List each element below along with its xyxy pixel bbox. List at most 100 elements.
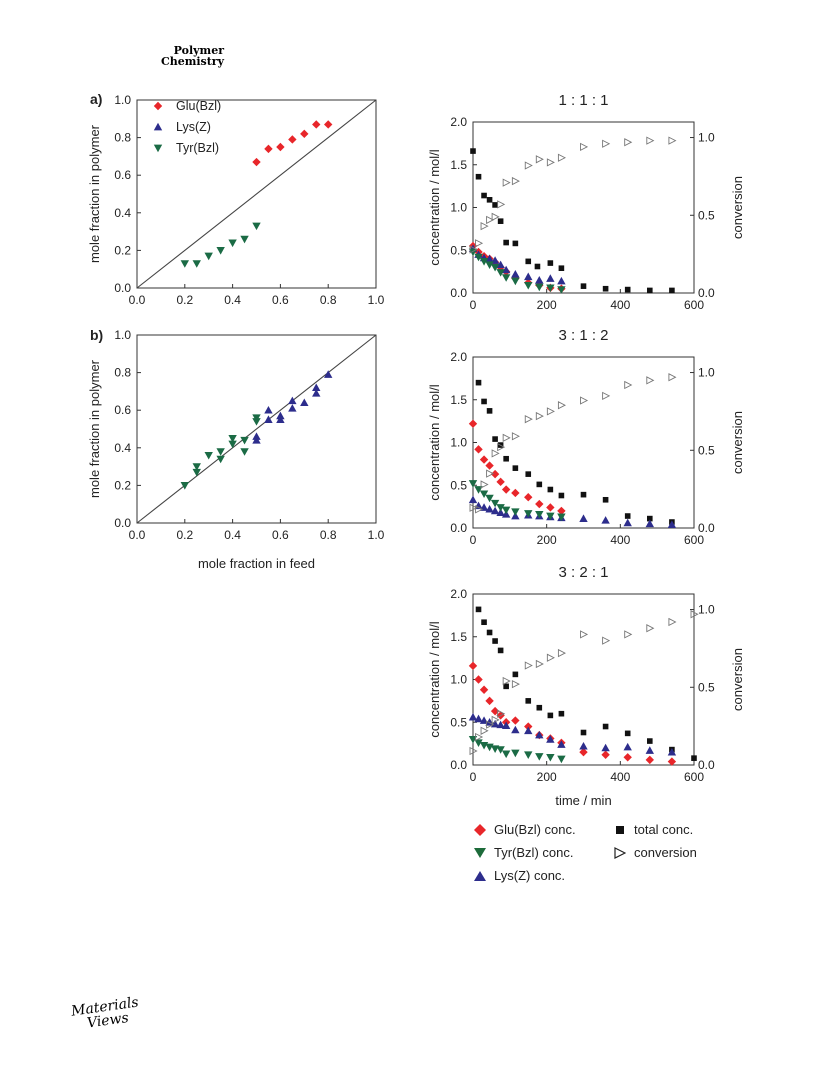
data-point — [300, 398, 309, 407]
data-point — [525, 698, 532, 704]
bottom-legend: Glu(Bzl) conc. Tyr(Bzl) conc. Lys(Z) con… — [470, 818, 730, 888]
data-point — [468, 495, 478, 504]
data-point — [192, 463, 201, 471]
data-point — [524, 272, 533, 281]
data-point — [557, 276, 566, 285]
x-tick-label: 200 — [537, 770, 557, 784]
data-point — [546, 284, 555, 293]
data-point — [486, 408, 493, 414]
data-point — [288, 404, 297, 412]
data-point — [511, 680, 520, 689]
data-point — [485, 494, 494, 503]
data-point — [474, 253, 483, 262]
data-point — [546, 274, 555, 282]
y2-tick-label: 1.0 — [698, 366, 715, 380]
series-tyr-bzl- — [180, 222, 261, 268]
chart-k1: 0 200 400 6000.00.51.01.52.00.00.51.0conver… — [427, 92, 745, 312]
data-point — [546, 512, 555, 521]
chart-k2: 0 200 400 6000.00.51.01.52.00.00.51.0conver… — [427, 327, 745, 547]
x-tick-label: 0.6 — [272, 528, 289, 542]
data-point — [204, 451, 213, 460]
series-conversion — [469, 373, 677, 514]
legend-marker — [153, 144, 163, 153]
data-point — [475, 606, 482, 613]
y-tick-label: 0.0 — [450, 758, 467, 772]
data-point — [312, 120, 321, 129]
x-tick-label: 1.0 — [368, 293, 385, 307]
data-point — [647, 515, 653, 522]
y-tick-label: 0.5 — [450, 243, 467, 257]
data-point — [491, 715, 500, 725]
y-tick-label: 0.0 — [450, 286, 467, 300]
data-point — [474, 739, 483, 747]
legend-marker — [153, 122, 163, 131]
series-total-conc- — [475, 379, 675, 525]
y-tick-label: 0.5 — [450, 715, 467, 729]
data-point — [623, 753, 632, 762]
reference-line — [136, 334, 377, 524]
y-tick-label: 0.2 — [114, 243, 131, 257]
data-point — [480, 222, 489, 231]
data-point — [486, 469, 495, 478]
x-tick-label: 0 — [470, 298, 477, 312]
data-point — [624, 513, 631, 519]
data-point — [312, 389, 321, 397]
data-point — [535, 510, 544, 519]
y-tick-label: 1.0 — [114, 93, 131, 107]
data-point — [501, 750, 511, 759]
data-point — [557, 648, 566, 658]
data-point — [511, 508, 520, 516]
data-point — [479, 490, 489, 498]
y-tick-label: 1.0 — [450, 201, 467, 215]
data-point — [602, 285, 609, 292]
y-tick-label: 1.5 — [450, 393, 467, 407]
data-point — [557, 506, 566, 516]
legend-tyr: Tyr(Bzl) conc. — [474, 845, 573, 860]
chart-b: 0.0 0.2 0.4 0.6 0.8 1.0 0.0 0.2 0.4 0.6 0.8 1.0 mole… — [87, 327, 385, 571]
data-point — [536, 481, 543, 488]
x-tick-label: 0.4 — [224, 293, 241, 307]
x-tick-label: 600 — [684, 298, 704, 312]
y-tick-label: 0.6 — [114, 168, 131, 182]
data-point — [547, 712, 554, 719]
y2-tick-label: 0.5 — [698, 443, 715, 457]
legend-marker — [153, 101, 163, 111]
y-axis-label: concentration / mol/l — [427, 384, 442, 500]
data-point — [474, 445, 483, 454]
data-point — [535, 275, 544, 284]
data-point — [481, 192, 487, 199]
data-point — [497, 647, 504, 654]
data-point — [557, 755, 566, 764]
data-point — [475, 732, 484, 742]
data-point — [647, 287, 653, 294]
data-point — [601, 516, 610, 524]
data-point — [580, 142, 589, 152]
data-point — [468, 712, 478, 721]
data-point — [511, 176, 520, 186]
data-point — [668, 136, 677, 145]
data-point — [646, 624, 655, 633]
data-point — [624, 138, 633, 147]
data-point — [602, 723, 609, 730]
data-point — [468, 480, 478, 488]
series-conversion — [469, 136, 677, 254]
data-point — [228, 239, 237, 248]
legend-label: Glu(Bzl) — [176, 99, 221, 113]
data-point — [646, 136, 655, 145]
y2-axis-label: conversion — [730, 648, 745, 711]
data-point — [691, 755, 697, 761]
data-point — [525, 258, 532, 265]
data-point — [524, 751, 533, 759]
x-tick-label: 200 — [537, 298, 557, 312]
data-point — [490, 469, 500, 479]
legend-lys: Lys(Z) conc. — [474, 868, 565, 883]
y-tick-label: 1.0 — [114, 328, 131, 342]
legend-conversion-label: conversion — [634, 845, 697, 860]
data-point — [480, 480, 489, 489]
data-point — [547, 486, 554, 493]
data-point — [624, 286, 631, 293]
data-point — [492, 436, 498, 442]
series-lys-z-conc- — [468, 495, 677, 528]
plot-frame — [472, 356, 695, 529]
